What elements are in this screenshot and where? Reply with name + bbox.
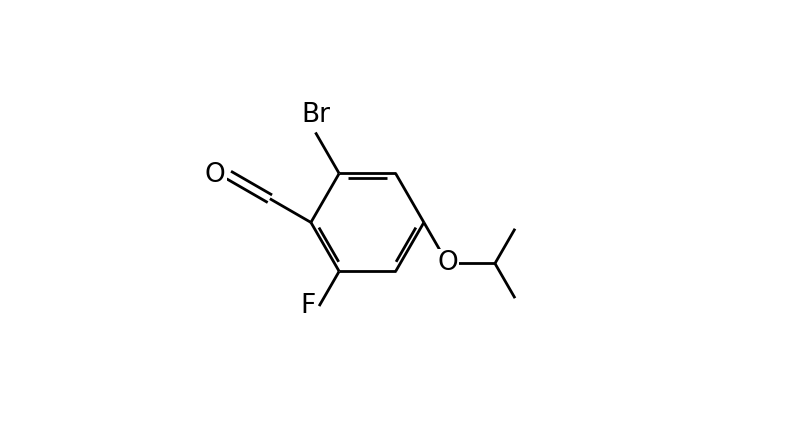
- Text: O: O: [204, 162, 225, 188]
- Text: Br: Br: [301, 102, 330, 128]
- Text: O: O: [437, 250, 458, 276]
- Text: F: F: [300, 293, 315, 319]
